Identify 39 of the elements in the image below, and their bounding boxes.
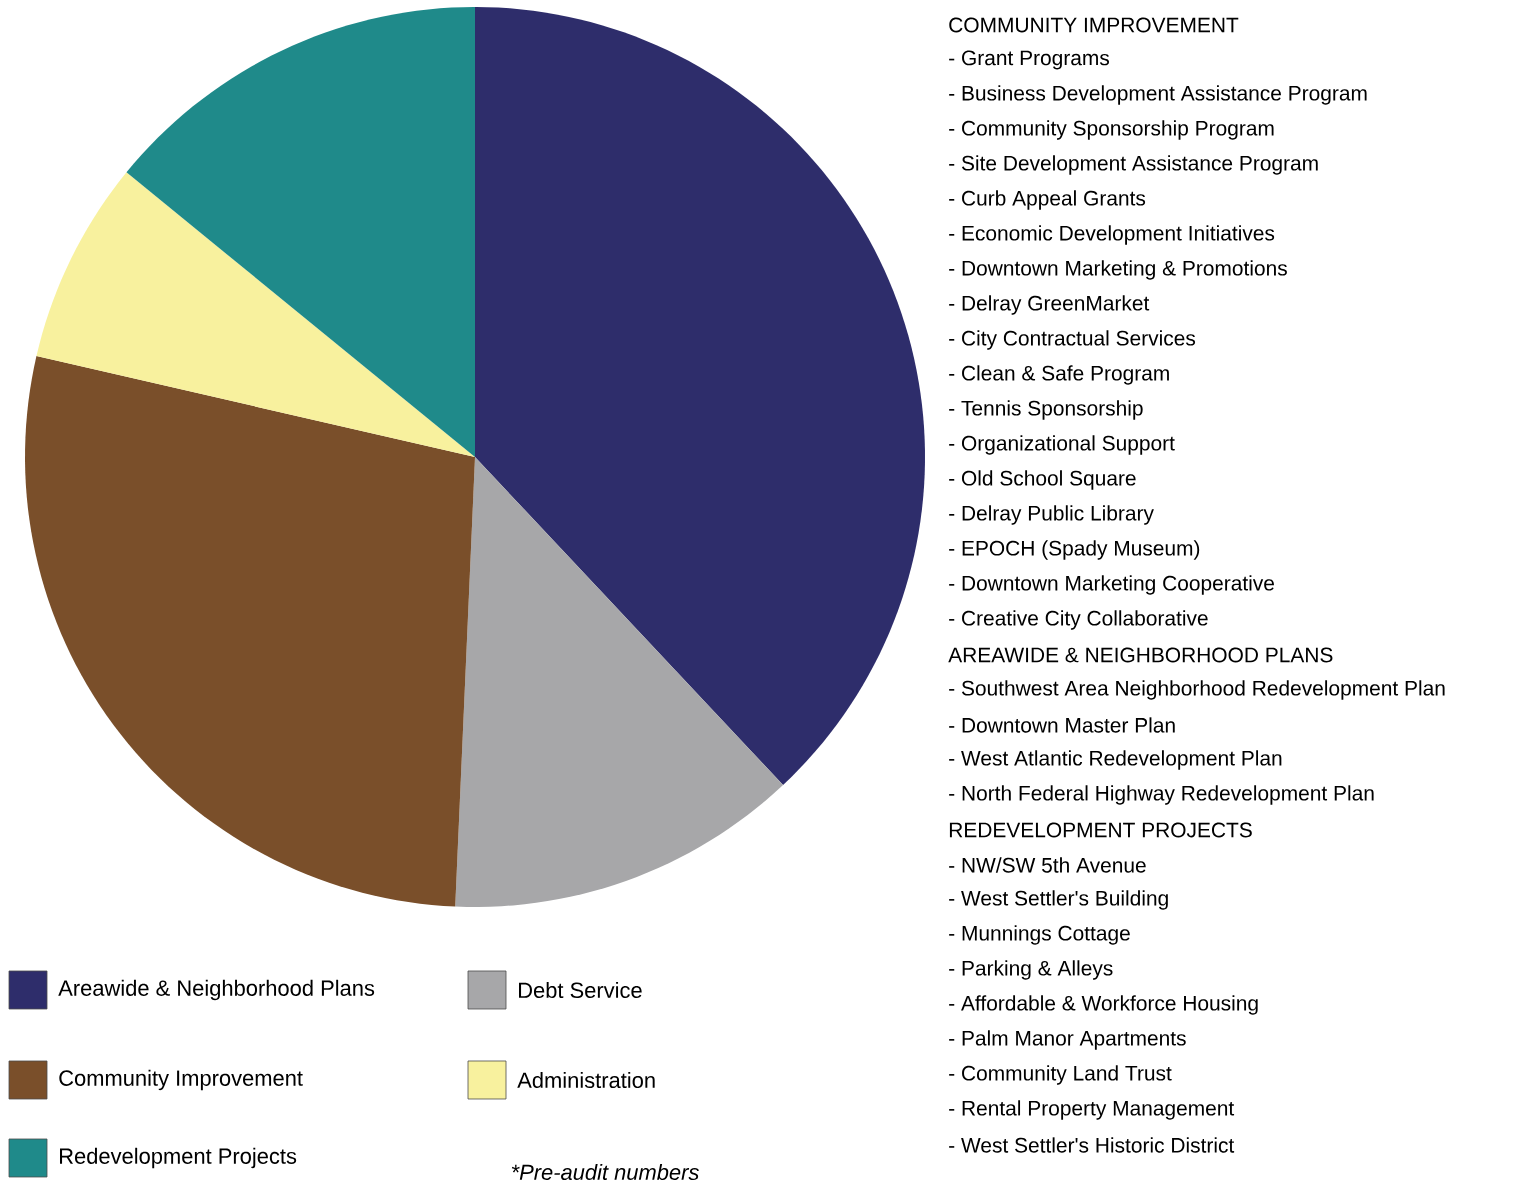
text: - Clean & Safe Program bbox=[949, 365, 1169, 385]
text: - Munnings Cottage bbox=[949, 925, 1130, 945]
text: - Organizational Support bbox=[949, 435, 1175, 455]
text: - Rental Property Management bbox=[949, 1100, 1235, 1120]
text: REDEVELOPMENT PROJECTS bbox=[949, 822, 1252, 838]
text: - Parking & Alleys bbox=[949, 960, 1113, 980]
text: - Community Sponsorship Program bbox=[949, 120, 1274, 140]
text: - Delray GreenMarket bbox=[949, 295, 1150, 315]
text: - Palm Manor Apartments bbox=[949, 1030, 1186, 1050]
text: - Downtown Master Plan bbox=[949, 717, 1175, 733]
legend-label: Areawide & Neighborhood Plans bbox=[58, 979, 375, 1001]
text: - Old School Square bbox=[949, 470, 1136, 490]
legend-label: Administration bbox=[517, 1071, 655, 1089]
legend-label: Redevelopment Projects bbox=[60, 1147, 297, 1169]
text: - NW/SW 5th Avenue bbox=[949, 857, 1146, 873]
text: - Creative City Collaborative bbox=[949, 610, 1208, 630]
text: - Southwest Area Neighborhood Redevelopment Plan bbox=[949, 680, 1445, 700]
text: - North Federal Highway Redevelopment Plan bbox=[949, 785, 1374, 805]
text: *Pre-audit numbers bbox=[511, 1163, 699, 1181]
text: - Delray Public Library bbox=[949, 505, 1154, 525]
text: - Economic Development Initiatives bbox=[949, 225, 1275, 245]
text: - Grant Programs bbox=[949, 50, 1110, 70]
text: - Affordable & Workforce Housing bbox=[949, 995, 1258, 1015]
text: - City Contractual Services bbox=[949, 330, 1196, 350]
text: COMMUNITY IMPROVEMENT bbox=[949, 17, 1239, 33]
text: - Community Land Trust bbox=[949, 1065, 1172, 1085]
legend-label: Community Improvement bbox=[59, 1069, 303, 1091]
text: - West Atlantic Redevelopment Plan bbox=[949, 750, 1282, 770]
legend-label: Debt Service bbox=[519, 981, 642, 999]
text: - Downtown Marketing & Promotions bbox=[949, 260, 1287, 280]
text: - EPOCH (Spady Museum) bbox=[949, 540, 1200, 560]
text: - Downtown Marketing Cooperative bbox=[949, 575, 1274, 595]
text: - Site Development Assistance Program bbox=[949, 155, 1318, 175]
text: - Business Development Assistance Program bbox=[949, 85, 1367, 105]
text: - Curb Appeal Grants bbox=[949, 190, 1146, 210]
text: AREAWIDE & NEIGHBORHOOD PLANS bbox=[948, 647, 1333, 663]
text: - Tennis Sponsorship bbox=[949, 400, 1143, 420]
text: - West Settler's Building bbox=[949, 890, 1168, 910]
text: - West Settler's Historic District bbox=[949, 1137, 1235, 1153]
